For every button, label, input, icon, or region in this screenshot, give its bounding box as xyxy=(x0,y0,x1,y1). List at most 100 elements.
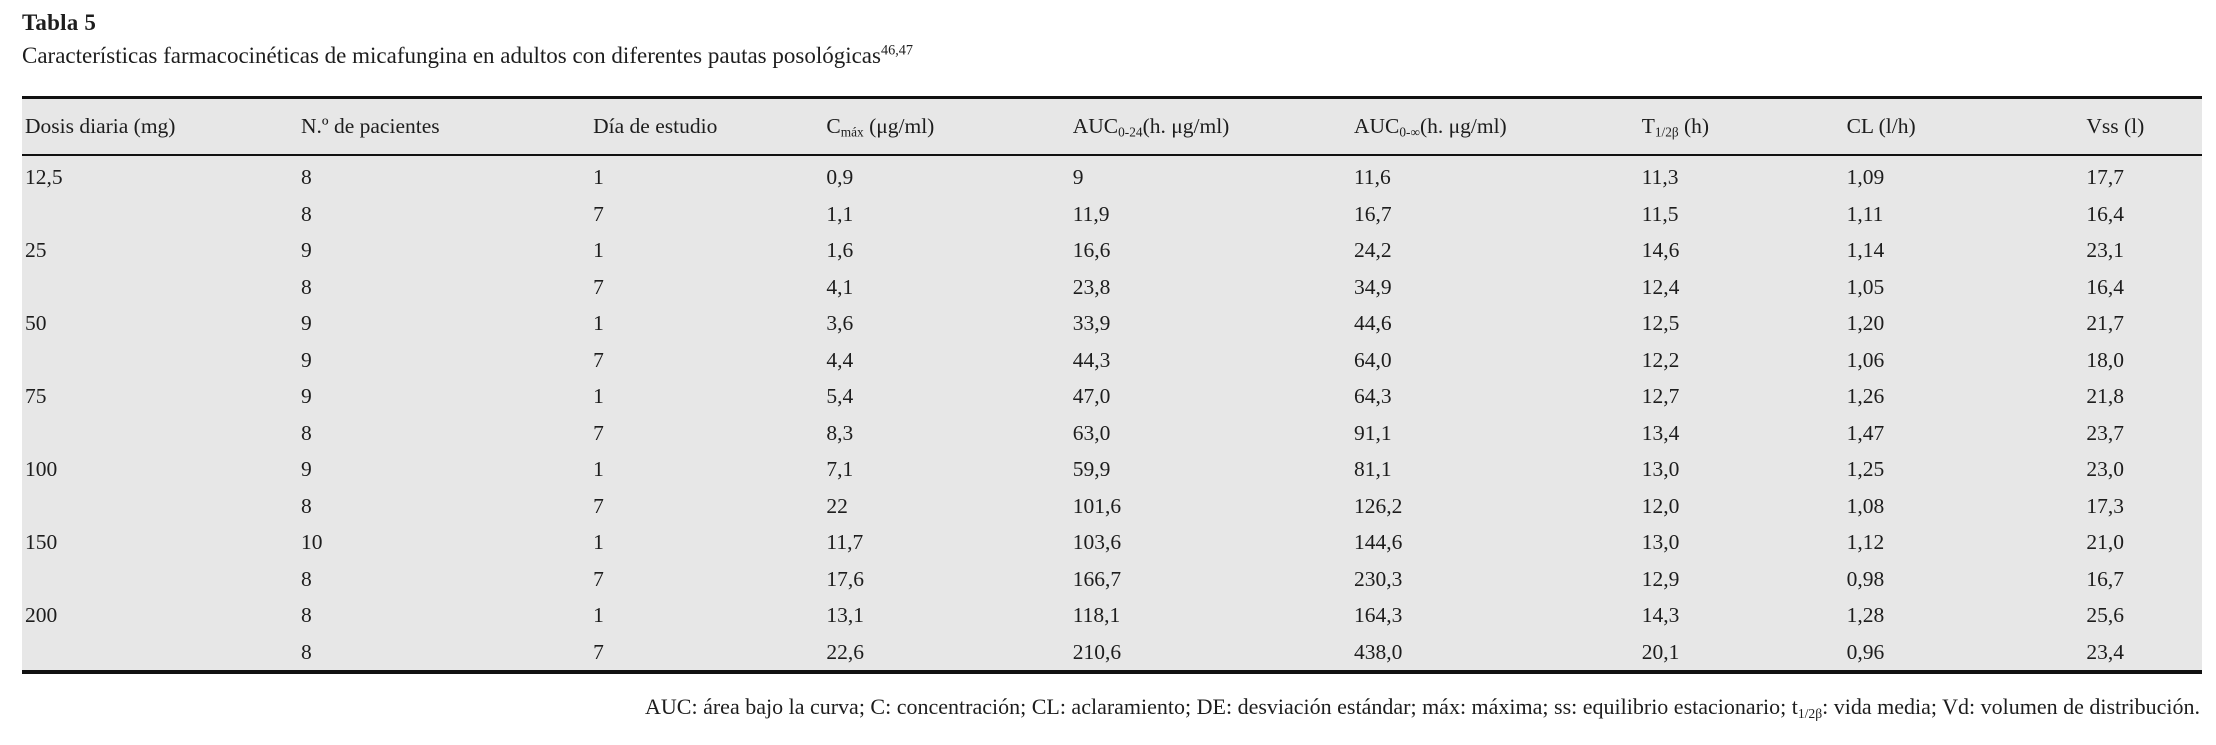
table-cell: 1 xyxy=(593,238,604,262)
table-cell: 438,0 xyxy=(1353,639,1403,664)
table-cell: 47,0 xyxy=(1072,384,1111,408)
table-body: 12,5 8 1 0,9 9 11,6 11,3 1,09 17,7 8 7 1,1 11,9 16,7 1… xyxy=(22,155,2202,672)
table-cell: 11,3 xyxy=(1641,165,1679,189)
table-cell: 0,96 xyxy=(1846,639,1885,664)
table-cell xyxy=(22,269,301,306)
table-cell: 144,6 xyxy=(1353,530,1403,554)
table-cell: 64,0 xyxy=(1353,347,1392,372)
table-cell: 16,4 xyxy=(2086,274,2125,299)
table-cell: 16,6 xyxy=(1072,238,1111,262)
column-header-text: AUC xyxy=(1072,114,1119,138)
table-cell: 11,6 xyxy=(1353,165,1391,189)
table-cell: 100 xyxy=(25,457,58,481)
table-cell: 12,2 xyxy=(1641,347,1680,372)
table-cell: 23,0 xyxy=(2086,457,2125,481)
column-header-text: T xyxy=(1641,114,1655,138)
table-cell: 21,0 xyxy=(2086,530,2125,554)
table-row: 75 9 1 5,4 47,0 64,3 12,7 1,26 21,8 xyxy=(22,378,2202,415)
table-row: 8 7 1,1 11,9 16,7 11,5 1,11 16,4 xyxy=(22,196,2202,233)
table-cell: 101,6 xyxy=(1072,493,1122,518)
table-cell: 7 xyxy=(593,274,604,299)
table-cell: 24,2 xyxy=(1353,238,1392,262)
table-cell: 7 xyxy=(593,493,604,518)
table-cell: 10 xyxy=(301,530,323,554)
column-header-text: Día de estudio xyxy=(593,114,718,138)
table-cell: 4,4 xyxy=(826,347,854,372)
table-cell: 7 xyxy=(593,639,604,664)
table-row: 25 9 1 1,6 16,6 24,2 14,6 1,14 23,1 xyxy=(22,232,2202,269)
table-cell: 16,4 xyxy=(2086,201,2125,226)
table-cell: 33,9 xyxy=(1072,311,1111,335)
table-cell: 17,7 xyxy=(2086,165,2125,189)
table-cell: 50 xyxy=(25,311,47,335)
column-header-units: (h. μg/ml) xyxy=(1419,114,1507,138)
table-cell: 9 xyxy=(301,238,312,262)
table-cell: 1,1 xyxy=(826,201,854,226)
table-cell xyxy=(22,561,301,598)
table-cell: 44,6 xyxy=(1353,311,1392,335)
table-cell: 9 xyxy=(301,384,312,408)
table-cell: 8 xyxy=(301,603,312,627)
column-header: CL (l/h) xyxy=(1846,97,2087,156)
table-header-row: Dosis diaria (mg) N.º de pacientes Día de … xyxy=(22,97,2202,156)
table-cell: 9 xyxy=(301,347,312,372)
table-row: 150 10 1 11,7 103,6 144,6 13,0 1,12 21,0 xyxy=(22,524,2202,561)
table-cell: 13,4 xyxy=(1641,420,1680,445)
column-header: Cmáx (μg/ml) xyxy=(826,97,1073,156)
column-header-subscript: 0-24 xyxy=(1118,124,1143,140)
table-cell: 91,1 xyxy=(1353,420,1392,445)
table-cell xyxy=(22,634,301,673)
column-header-text: N.º de pacientes xyxy=(301,114,440,138)
table-cell: 118,1 xyxy=(1072,603,1121,627)
table-cell: 230,3 xyxy=(1353,566,1403,591)
table-cell: 11,9 xyxy=(1072,201,1110,226)
table-cell xyxy=(22,196,301,233)
column-header-text: AUC xyxy=(1353,114,1400,138)
table-row: 8 7 22,6 210,6 438,0 20,1 0,96 23,4 xyxy=(22,634,2202,673)
table-cell: 7 xyxy=(593,420,604,445)
table-cell: 1,47 xyxy=(1846,420,1885,445)
table-cell: 16,7 xyxy=(1353,201,1392,226)
table-cell: 8 xyxy=(301,274,312,299)
table-cell: 13,1 xyxy=(826,603,865,627)
table-cell: 8 xyxy=(301,639,312,664)
table-cell: 21,8 xyxy=(2086,384,2125,408)
table-cell: 13,0 xyxy=(1641,530,1680,554)
column-header: Dosis diaria (mg) xyxy=(22,97,302,156)
column-header: AUC0-24(h. μg/ml) xyxy=(1072,97,1354,156)
table-cell: 0,98 xyxy=(1846,566,1885,591)
table-cell: 1 xyxy=(593,457,604,481)
column-header-units: (h. μg/ml) xyxy=(1142,114,1230,138)
table-cell: 25 xyxy=(25,238,47,262)
table-cell: 8 xyxy=(301,201,312,226)
table-cell: 9 xyxy=(1072,165,1084,189)
table-cell: 8 xyxy=(301,420,312,445)
column-header-text: Vss (l) xyxy=(2086,114,2145,138)
table-cell: 4,1 xyxy=(826,274,854,299)
table-row: 200 8 1 13,1 118,1 164,3 14,3 1,28 25,6 xyxy=(22,597,2202,634)
table-row: 100 9 1 7,1 59,9 81,1 13,0 1,25 23,0 xyxy=(22,451,2202,488)
table-cell: 23,8 xyxy=(1072,274,1111,299)
table-cell: 210,6 xyxy=(1072,639,1122,664)
table-cell: 59,9 xyxy=(1072,457,1111,481)
table-cell: 12,0 xyxy=(1641,493,1680,518)
footnote-text-trailing: : vida media; Vd: volumen de distribució… xyxy=(1822,694,2200,719)
table-cell: 103,6 xyxy=(1072,530,1122,554)
table-cell: 1 xyxy=(593,165,604,189)
table-row: 9 7 4,4 44,3 64,0 12,2 1,06 18,0 xyxy=(22,342,2202,379)
table-cell: 1,26 xyxy=(1846,384,1885,408)
table-caption-title-text: Características farmacocinéticas de mica… xyxy=(22,43,881,68)
table-cell: 11,5 xyxy=(1641,201,1679,226)
column-header: N.º de pacientes xyxy=(301,97,594,156)
table-cell: 11,7 xyxy=(826,530,864,554)
table-cell: 12,9 xyxy=(1641,566,1680,591)
column-header-subscript: máx xyxy=(840,124,864,140)
table-cell: 81,1 xyxy=(1353,457,1392,481)
table-cell: 44,3 xyxy=(1072,347,1111,372)
table-cell: 150 xyxy=(25,530,58,554)
table-cell: 126,2 xyxy=(1353,493,1403,518)
table-cell: 23,7 xyxy=(2086,420,2125,445)
table-cell: 1,25 xyxy=(1846,457,1885,481)
table-cell: 8,3 xyxy=(826,420,854,445)
footnote-text-leading: AUC: área bajo la curva; C: concentració… xyxy=(645,694,1798,719)
